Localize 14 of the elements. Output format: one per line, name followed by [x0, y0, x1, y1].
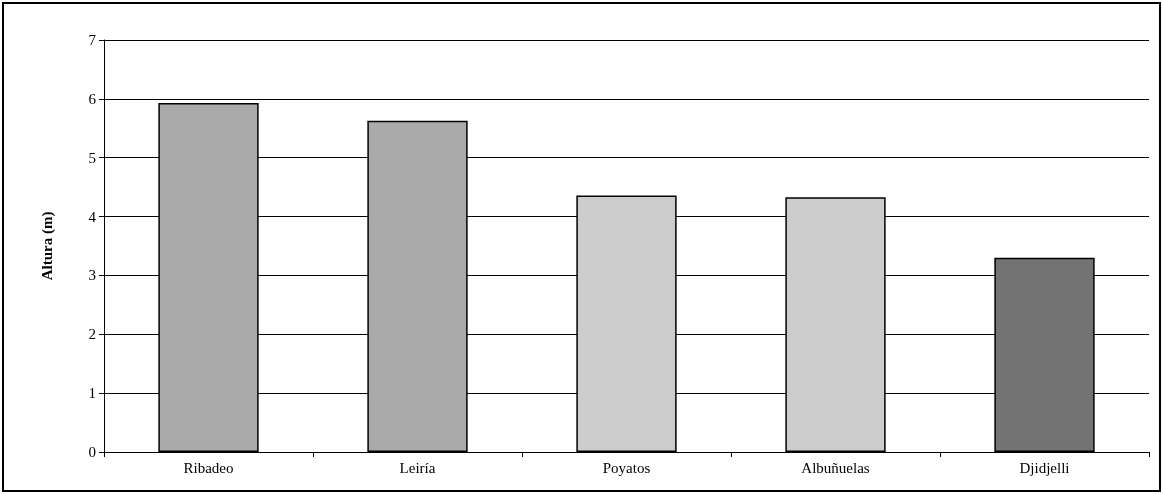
y-tick-label: 4: [88, 208, 97, 225]
x-tick-label: Albuñuelas: [801, 459, 870, 476]
y-tick-label: 1: [88, 385, 96, 402]
y-tick-label: 0: [88, 444, 96, 460]
x-tick-label: Ribadeo: [183, 459, 234, 476]
y-tick-label: 6: [88, 90, 97, 107]
y-tick-label: 7: [88, 32, 97, 48]
y-tick-label: 5: [88, 149, 96, 166]
x-tick-label: Djidjelli: [1019, 459, 1070, 476]
y-axis-title: Altura (m): [38, 211, 56, 281]
y-tick-label: 3: [88, 267, 96, 284]
x-tick-label: Leiría: [399, 459, 436, 476]
y-tick-label: 2: [88, 326, 96, 343]
x-tick-label: Poyatos: [602, 459, 651, 476]
